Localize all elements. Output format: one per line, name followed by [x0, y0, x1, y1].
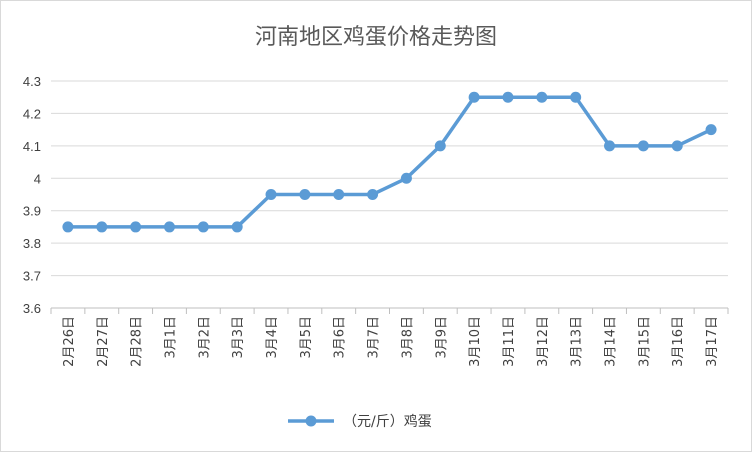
data-point	[637, 140, 649, 152]
y-tick-label: 3.9	[23, 204, 41, 219]
x-tick-label: 3月1日	[163, 316, 178, 359]
data-point	[231, 221, 243, 233]
y-tick-label: 3.6	[23, 301, 41, 316]
y-tick-label: 3.8	[23, 236, 41, 251]
data-point	[705, 124, 717, 136]
data-point	[604, 140, 616, 152]
data-point	[536, 91, 548, 103]
x-tick-label: 3月15日	[637, 316, 652, 367]
x-tick-label: 2月28日	[130, 316, 145, 367]
y-tick-label: 3.7	[23, 269, 41, 284]
y-axis-ticks: 3.6 3.7 3.8 3.9 4 4.1 4.2 4.3	[23, 74, 41, 316]
x-tick-label: 3月13日	[570, 316, 585, 367]
data-point	[62, 221, 74, 233]
x-tick-label: 3月11日	[502, 316, 517, 367]
data-point	[299, 189, 311, 200]
x-tick-label: 3月6日	[333, 316, 348, 359]
legend-label: （元/斤）鸡蛋	[343, 413, 432, 430]
x-tick-label: 3月7日	[367, 316, 382, 359]
x-tick-label: 3月10日	[468, 316, 483, 367]
legend-point-marker	[305, 415, 317, 427]
data-point	[96, 221, 108, 233]
x-axis-ticks: 2月26日 2月27日 2月28日 3月1日 3月2日 3月3日 3月4日 3月5日 3月6日 3…	[62, 316, 720, 367]
y-tick-label: 4.2	[23, 106, 41, 121]
x-tick-label: 3月17日	[705, 316, 720, 367]
data-point	[130, 221, 142, 233]
data-point	[163, 221, 175, 233]
x-tick-label: 2月27日	[96, 316, 111, 367]
x-tick-label: 3月3日	[231, 316, 246, 359]
data-point	[400, 172, 412, 184]
data-point	[333, 189, 345, 200]
grid-lines	[50, 80, 729, 314]
x-tick-label: 3月2日	[197, 316, 212, 359]
data-point	[367, 189, 379, 200]
x-tick-label: 3月12日	[536, 316, 551, 367]
data-point	[570, 91, 582, 103]
data-point	[197, 221, 209, 233]
y-tick-label: 4.1	[23, 139, 41, 154]
data-point	[468, 91, 480, 103]
x-tick-label: 3月9日	[434, 316, 449, 359]
y-tick-label: 4.3	[23, 74, 41, 89]
x-tick-label: 3月14日	[604, 316, 619, 367]
data-point	[434, 140, 446, 152]
x-tick-label: 3月5日	[299, 316, 314, 359]
series-line	[66, 95, 713, 229]
data-point	[502, 91, 514, 103]
x-tick-label: 3月8日	[400, 316, 415, 359]
x-tick-label: 3月16日	[671, 316, 686, 367]
data-point	[265, 189, 277, 200]
chart-title: 河南地区鸡蛋价格走势图	[255, 25, 497, 50]
x-tick-label: 3月4日	[265, 316, 280, 359]
x-tick-label: 2月26日	[62, 316, 77, 367]
y-tick-label: 4	[34, 171, 41, 186]
legend: （元/斤）鸡蛋	[288, 413, 432, 430]
data-point	[671, 140, 683, 152]
series-layer	[62, 91, 717, 233]
